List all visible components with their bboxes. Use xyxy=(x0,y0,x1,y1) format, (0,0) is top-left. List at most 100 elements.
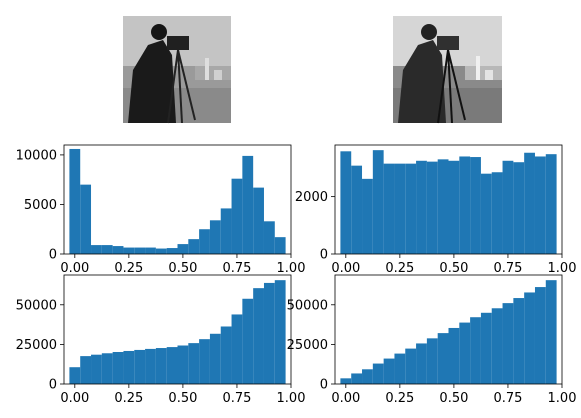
x-tick-label: 0.25 xyxy=(385,391,414,406)
histogram-equalized-bar xyxy=(394,163,406,254)
x-tick-label: 0.75 xyxy=(493,391,522,406)
y-tick-label: 2000 xyxy=(295,190,328,205)
y-tick-label: 50000 xyxy=(16,298,57,313)
cumulative-equalized-bar xyxy=(491,308,503,384)
histogram-original-bar xyxy=(209,220,221,254)
cumulative-equalized-bar xyxy=(534,287,546,384)
cumulative-equalized-bar xyxy=(545,280,557,384)
x-tick-label: 0.75 xyxy=(493,261,522,276)
histogram-original-frame xyxy=(63,144,292,255)
histogram-original-bar xyxy=(274,237,286,254)
histogram-original-bar xyxy=(166,248,178,254)
x-tick-label: 0.00 xyxy=(60,391,89,406)
cumulative-original-bar xyxy=(263,282,275,384)
x-tick-label: 1.00 xyxy=(277,391,306,406)
histogram-equalized-bar xyxy=(480,173,492,254)
histogram-original-bar xyxy=(253,187,264,254)
histogram-original-bar xyxy=(242,155,254,254)
histogram-original-bar xyxy=(263,221,275,254)
histogram-equalized-bar xyxy=(340,151,352,254)
cumulative-equalized: 0.00 0.25 0.50 0.75 1.00 0 25000 50000 xyxy=(287,274,577,406)
cumulative-original-bar xyxy=(155,348,167,384)
cumulative-original-bar xyxy=(123,350,135,384)
histogram-equalized: 0.00 0.25 0.50 0.75 1.00 0 2000 xyxy=(295,144,577,276)
x-tick-label: 0.50 xyxy=(168,391,197,406)
cumulative-original-bar xyxy=(101,353,113,384)
histogram-equalized-bar xyxy=(491,172,503,254)
cumulative-original-frame xyxy=(63,274,292,385)
original-photo xyxy=(123,16,231,124)
histogram-equalized-frame xyxy=(334,144,563,255)
histogram-original-bar xyxy=(231,178,243,254)
cumulative-original-bar xyxy=(112,351,124,384)
x-tick-label: 0.50 xyxy=(439,391,468,406)
histogram-original-bar xyxy=(91,245,102,254)
cumulative-original-bar xyxy=(199,339,210,384)
histogram-original-bar xyxy=(80,184,92,254)
histogram-equalized-bar xyxy=(470,157,481,254)
histogram-original-bar xyxy=(101,245,113,254)
x-tick-label: 0.50 xyxy=(168,261,197,276)
histogram-equalized-bar xyxy=(524,152,535,254)
y-tick-label: 25000 xyxy=(287,338,328,353)
histogram-equalized-bar xyxy=(405,163,417,254)
x-tick-label: 0.50 xyxy=(439,261,468,276)
cumulative-equalized-bar xyxy=(502,303,514,384)
cumulative-equalized-bar xyxy=(437,333,449,384)
histogram-equalized-bar xyxy=(545,154,557,254)
histogram-original-bar xyxy=(155,248,167,254)
x-tick-label: 0.00 xyxy=(331,391,360,406)
y-tick-label: 5000 xyxy=(24,198,57,213)
histogram-original-bar xyxy=(177,244,189,254)
cumulative-equalized-bar xyxy=(448,327,460,384)
histogram-original-bar xyxy=(199,229,210,254)
x-tick-label: 1.00 xyxy=(548,391,577,406)
histogram-equalized-bar xyxy=(362,178,373,254)
cumulative-equalized-bar xyxy=(372,363,384,384)
histogram-original-bar xyxy=(134,247,146,254)
y-tick-label: 50000 xyxy=(287,298,328,313)
y-tick-label: 0 xyxy=(320,378,328,393)
histogram-equalized-bar xyxy=(426,161,438,254)
histogram-equalized-bar xyxy=(351,165,363,254)
x-tick-label: 0.25 xyxy=(385,261,414,276)
cumulative-equalized-bar xyxy=(405,348,417,384)
cumulative-equalized-bar xyxy=(416,343,427,384)
histogram-equalized-bar xyxy=(437,159,449,254)
histogram-equalized-bar xyxy=(372,150,384,254)
histogram-equalized-bar xyxy=(459,156,471,254)
histogram-equalized-bar xyxy=(448,160,460,254)
histogram-equalized-bar xyxy=(534,156,546,254)
histogram-original-bar xyxy=(69,148,81,254)
cumulative-original: 0.00 0.25 0.50 0.75 1.00 0 25000 50000 xyxy=(16,274,306,406)
cumulative-equalized-bar xyxy=(340,378,352,384)
cumulative-equalized-bar xyxy=(351,373,363,384)
x-tick-label: 0.75 xyxy=(222,261,251,276)
cumulative-original-bar xyxy=(177,345,189,384)
histogram-equalized-bar xyxy=(502,160,514,254)
histogram-original-bar xyxy=(112,246,124,254)
cumulative-original-bar xyxy=(145,348,156,384)
y-tick-label: 0 xyxy=(49,248,57,263)
cumulative-original-bar xyxy=(231,314,243,384)
histogram-original: 0.00 0.25 0.50 0.75 1.00 0 5000 10000 xyxy=(16,144,305,276)
cumulative-original-bar xyxy=(242,298,254,384)
cumulative-original-bar xyxy=(91,354,102,384)
histogram-equalized-bar xyxy=(513,162,525,254)
x-tick-label: 0.00 xyxy=(331,261,360,276)
histogram-equalized-bar xyxy=(416,160,427,254)
x-tick-label: 1.00 xyxy=(548,261,577,276)
cumulative-equalized-bar xyxy=(383,358,395,384)
x-tick-label: 0.75 xyxy=(222,391,251,406)
cumulative-original-bar xyxy=(220,326,232,384)
histogram-original-bar xyxy=(220,208,232,254)
y-tick-label: 10000 xyxy=(16,148,57,163)
cumulative-original-bar xyxy=(69,367,81,384)
cumulative-equalized-bar xyxy=(426,338,438,384)
cumulative-original-bar xyxy=(274,280,286,384)
cumulative-equalized-bar xyxy=(513,298,525,384)
y-tick-label: 25000 xyxy=(16,338,57,353)
cumulative-original-bar xyxy=(80,356,92,384)
equalized-photo xyxy=(393,16,502,124)
